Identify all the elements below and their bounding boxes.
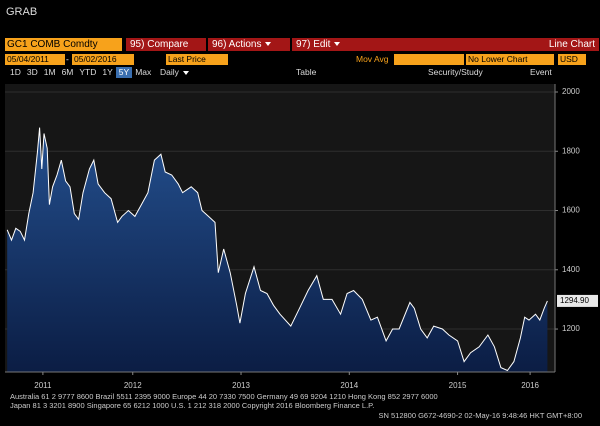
footer-line: Japan 81 3 3201 8900 Singapore 65 6212 1… bbox=[10, 401, 375, 410]
event-button[interactable]: Event bbox=[530, 67, 552, 77]
frequency-select[interactable]: Daily bbox=[160, 67, 189, 78]
y-tick-label: 2000 bbox=[562, 87, 580, 96]
y-tick-label: 1600 bbox=[562, 206, 580, 215]
button-label: 97) Edit bbox=[296, 39, 331, 50]
x-tick-label: 2016 bbox=[521, 381, 539, 390]
last-price-label: 1294.90 bbox=[560, 296, 589, 305]
footer-line: SN 512800 G672-4690-2 02-May-16 9:48:46 … bbox=[378, 411, 582, 420]
period-button[interactable]: 6M bbox=[61, 67, 74, 77]
actions-button[interactable]: 96) Actions bbox=[208, 38, 290, 51]
security-study-button[interactable]: Security/Study bbox=[428, 67, 483, 77]
last-price-box bbox=[557, 294, 598, 307]
window-title: GRAB bbox=[6, 6, 38, 18]
study-label: Mov Avg bbox=[356, 54, 389, 64]
x-tick-label: 2014 bbox=[340, 381, 358, 390]
price-line bbox=[6, 127, 548, 372]
edit-button[interactable]: 97) Edit bbox=[292, 38, 376, 51]
start-date[interactable]: 05/04/2011 bbox=[5, 54, 65, 65]
period-button[interactable]: Max bbox=[135, 67, 152, 77]
chart-type: Line Chart bbox=[376, 38, 599, 51]
x-tick-label: 2015 bbox=[449, 381, 467, 390]
frequency-label: Daily bbox=[160, 67, 179, 77]
compare-button[interactable]: 95) Compare bbox=[126, 38, 206, 51]
lower-chart-select[interactable]: No Lower Chart bbox=[466, 54, 554, 65]
date-separator: - bbox=[66, 54, 69, 64]
field-select[interactable]: Last Price bbox=[166, 54, 228, 65]
table-button[interactable]: Table bbox=[296, 67, 317, 77]
y-tick-label: 1400 bbox=[562, 265, 580, 274]
button-label: 96) Actions bbox=[212, 39, 262, 50]
currency-select[interactable]: USD bbox=[558, 54, 586, 65]
x-tick-label: 2011 bbox=[34, 381, 52, 390]
x-tick-label: 2013 bbox=[232, 381, 250, 390]
chart: 1200 1400 1600 1800 2000 1294.90 2011 2012 2013 2… bbox=[5, 84, 598, 390]
x-tick-label: 2012 bbox=[124, 381, 142, 390]
study-select[interactable] bbox=[394, 54, 464, 65]
area bbox=[7, 127, 548, 372]
period-button[interactable]: 1Y bbox=[102, 67, 113, 77]
y-tick-label: 1200 bbox=[562, 324, 580, 333]
period-button[interactable]: YTD bbox=[79, 67, 97, 77]
end-date[interactable]: 05/02/2016 bbox=[72, 54, 134, 65]
footer-line: Australia 61 2 9777 8600 Brazil 5511 239… bbox=[10, 392, 438, 401]
ticker-field[interactable]: GC1 COMB Comdty bbox=[5, 38, 122, 51]
y-tick-label: 1800 bbox=[562, 146, 580, 155]
period-button[interactable]: 3D bbox=[26, 67, 38, 77]
period-bar: 1D 3D 1M 6M YTD 1Y 5Y Max bbox=[7, 67, 154, 78]
period-button[interactable]: 1D bbox=[10, 67, 21, 77]
period-button[interactable]: 1M bbox=[43, 67, 56, 77]
period-button[interactable]: 5Y bbox=[115, 67, 133, 78]
